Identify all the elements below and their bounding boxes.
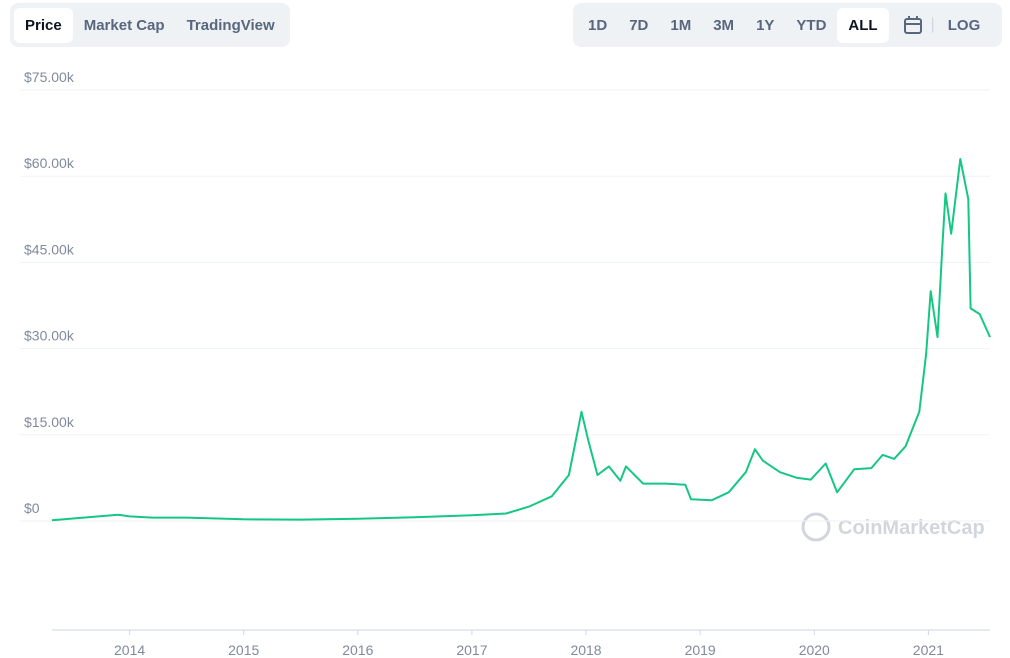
range[interactable]: ALL — [837, 7, 889, 43]
price-line — [51, 158, 991, 522]
x-tick-label: 2014 — [114, 642, 145, 658]
x-tick-label: 2018 — [570, 642, 601, 658]
y-tick-label: $0 — [24, 500, 40, 516]
y-tick-label: $45.00k — [24, 241, 75, 257]
x-tick-label: 2015 — [228, 642, 259, 658]
range[interactable]: YTD — [796, 16, 827, 34]
y-tick-label: $30.00k — [24, 328, 75, 344]
tab[interactable]: Market Cap — [83, 16, 165, 34]
x-tick-label: 2019 — [685, 642, 716, 658]
log-button[interactable]: LOG — [947, 16, 981, 34]
y-tick-label: $15.00k — [24, 414, 75, 430]
tab[interactable]: TradingView — [186, 16, 275, 34]
range-group: 1D 7D 1M 3M 1Y YTD ALL | LOG — [573, 3, 1002, 47]
range[interactable]: 7D — [629, 16, 649, 34]
range[interactable]: 3M — [713, 16, 735, 34]
range[interactable]: 1Y — [756, 16, 775, 34]
calendar-icon[interactable] — [903, 15, 923, 35]
x-tick-label: 2021 — [913, 642, 944, 658]
range[interactable]: 1M — [670, 16, 692, 34]
y-tick-label: $60.00k — [24, 155, 75, 171]
divider: | — [930, 16, 935, 33]
y-tick-label: $75.00k — [24, 69, 75, 85]
watermark-text: CoinMarketCap — [838, 517, 985, 539]
x-tick-label: 2020 — [799, 642, 830, 658]
tab-group: Price Market Cap TradingView — [10, 3, 290, 47]
tab[interactable]: Price — [14, 7, 73, 43]
watermark: CoinMarketCap — [801, 512, 985, 542]
x-tick-label: 2017 — [456, 642, 487, 658]
x-tick-label: 2016 — [342, 642, 373, 658]
range[interactable]: 1D — [588, 16, 608, 34]
